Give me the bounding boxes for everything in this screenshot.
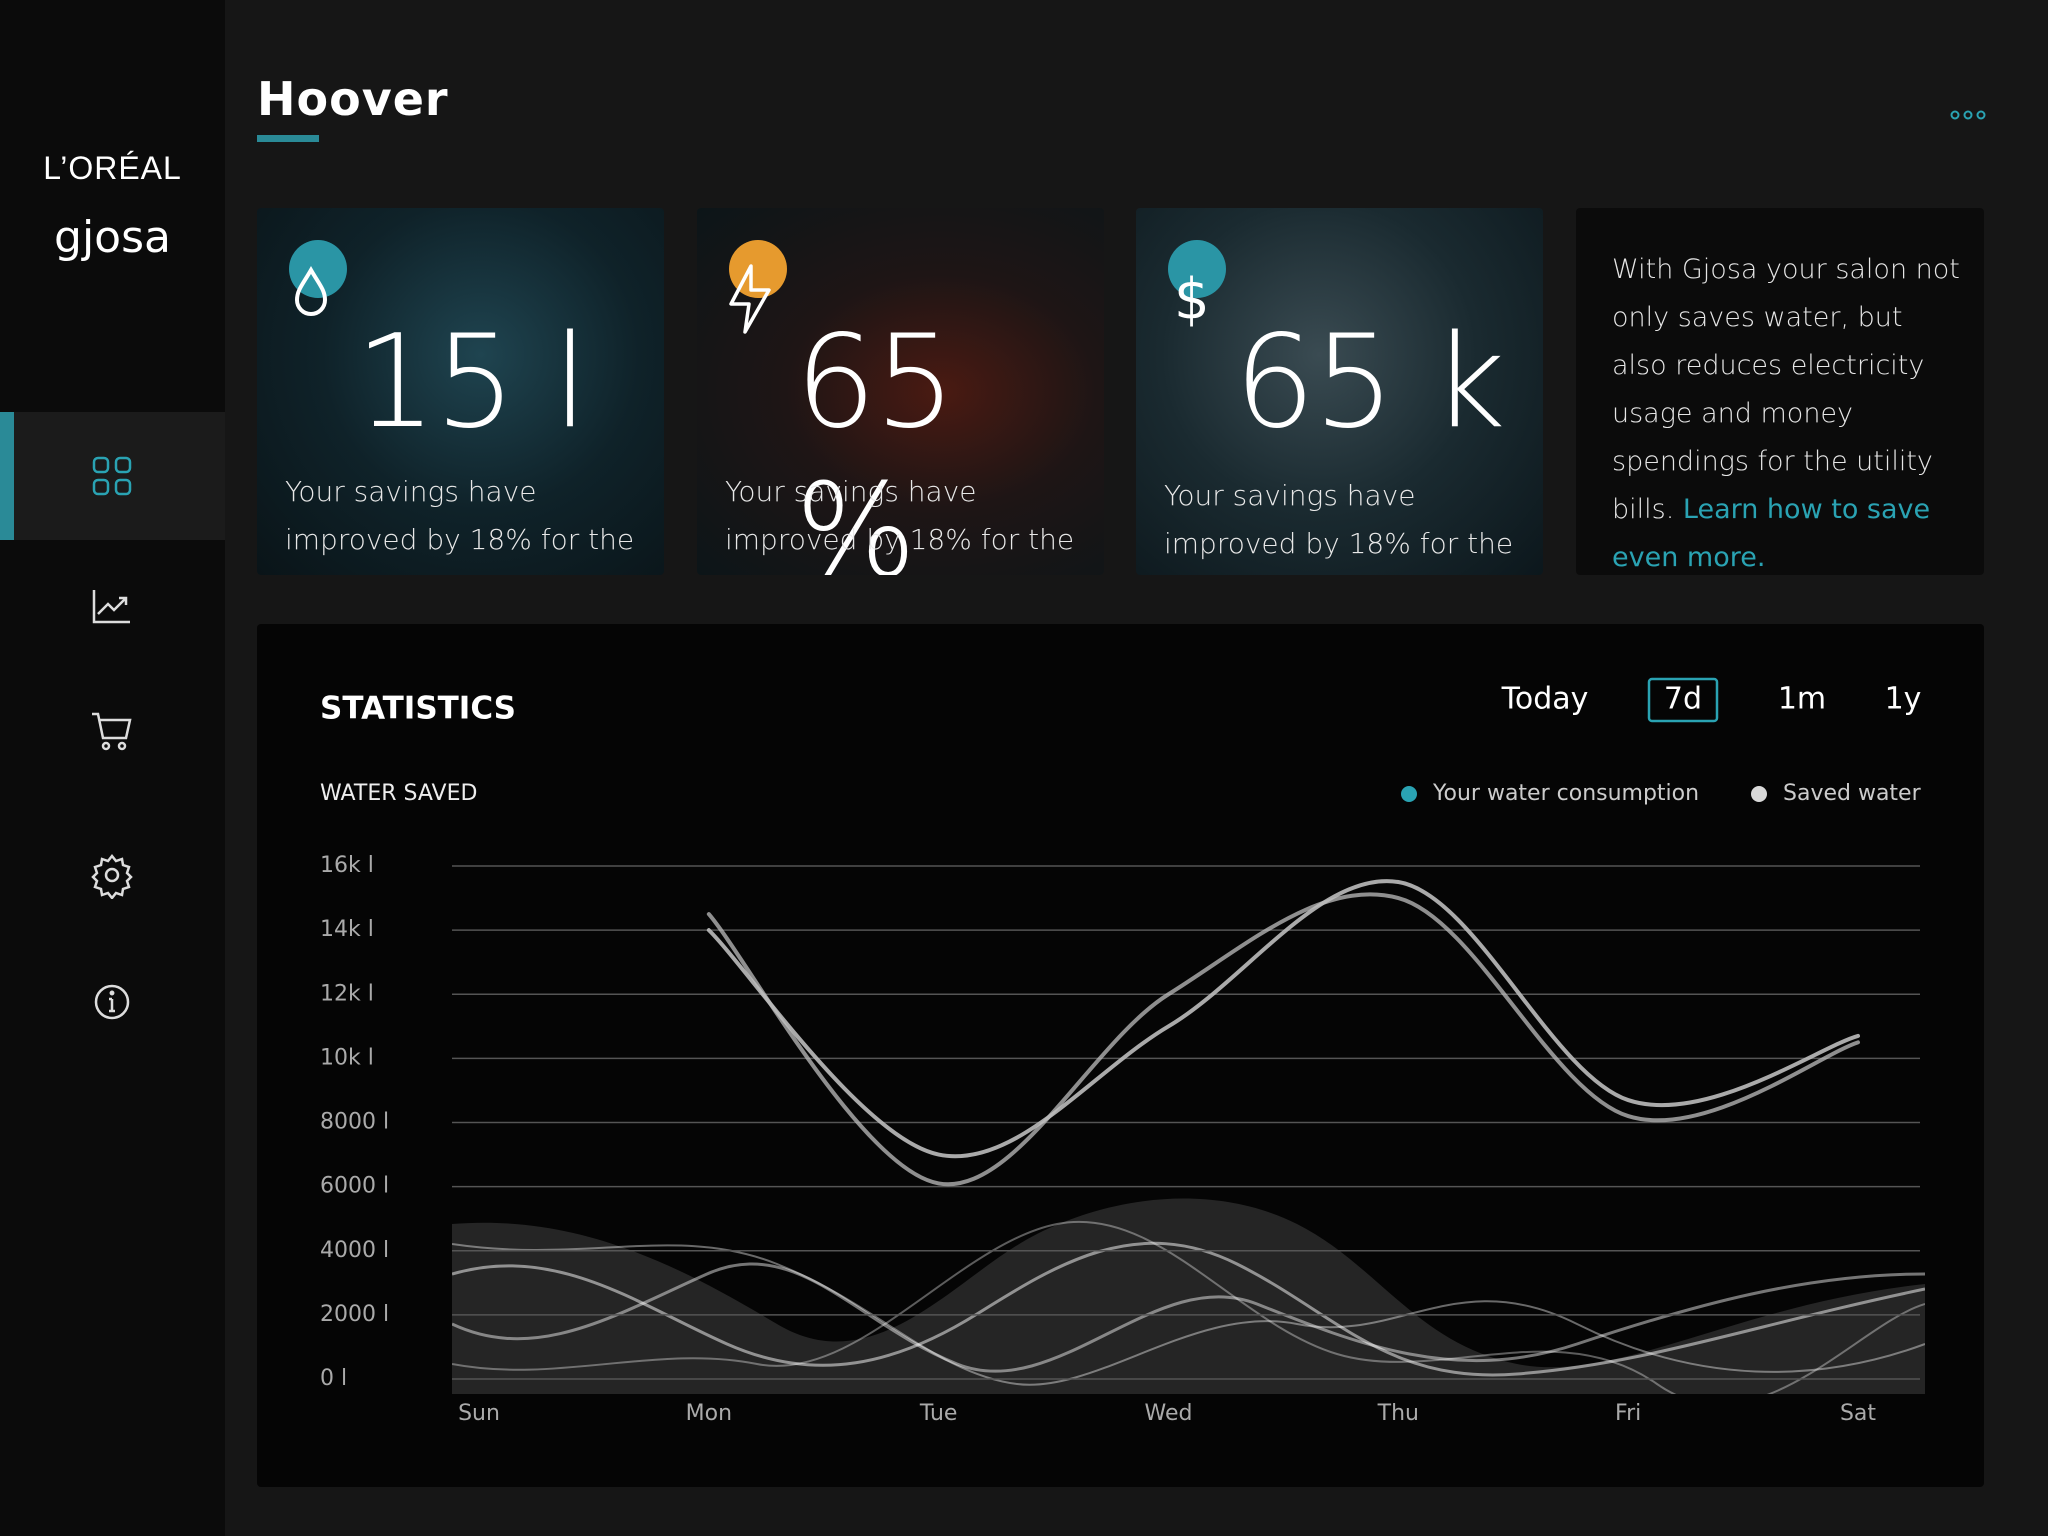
stat-card: $ 65 k Your savings have improved by 18%…: [1136, 208, 1543, 575]
page-title: Hoover: [257, 72, 449, 126]
brand-primary: L’ORÉAL: [43, 150, 182, 186]
card-text: Your savings have improved by 18% for th…: [1164, 479, 1514, 560]
legend-label: Saved water: [1783, 781, 1922, 806]
nav-active-bar: [0, 412, 14, 540]
chart-title: STATISTICS: [320, 691, 516, 727]
x-tick-label: Fri: [1615, 1401, 1641, 1426]
y-tick-label: 10k l: [320, 1045, 374, 1070]
legend-dot: [1401, 786, 1417, 802]
chart-subtitle: WATER SAVED: [320, 781, 477, 806]
x-tick-label: Sun: [458, 1401, 500, 1426]
nav-dashboard[interactable]: [88, 452, 136, 500]
nav-settings[interactable]: [88, 851, 136, 899]
info-text: With Gjosa your salon not only saves wat…: [1612, 254, 1960, 525]
legend-dot: [1751, 786, 1767, 802]
statistics-panel: STATISTICS WATER SAVED Today 7d 1m 1y Your wat…: [257, 624, 1984, 1487]
info-link[interactable]: Learn how to save even more.: [1612, 494, 1931, 573]
info-card: With Gjosa your salon not only saves wat…: [1576, 208, 1984, 575]
card-text: Your savings have improved by 18% for th…: [285, 475, 635, 575]
title-underline: [257, 135, 319, 142]
svg-text:$: $: [1174, 267, 1210, 332]
series-line: [706, 879, 1860, 1159]
series-line: [706, 892, 1860, 1187]
x-tick-label: Thu: [1377, 1401, 1419, 1426]
bolt-icon: [729, 264, 771, 334]
x-tick-label: Tue: [919, 1401, 958, 1426]
chart: STATISTICS WATER SAVED Today 7d 1m 1y Your wat…: [320, 677, 1925, 1426]
y-tick-label: 12k l: [320, 981, 374, 1006]
nav-shop[interactable]: [88, 706, 136, 754]
decorative-mesh: [452, 1198, 1925, 1394]
stat-card: 65 % Your savings have improved by 18% f…: [697, 208, 1104, 575]
range-selected: [1647, 677, 1719, 723]
legend-label: Your water consumption: [1432, 781, 1699, 806]
y-tick-label: 8000 l: [320, 1110, 389, 1135]
y-tick-label: 6000 l: [320, 1174, 389, 1199]
card-value: 65 k: [1234, 308, 1506, 457]
range-button[interactable]: 1m: [1778, 682, 1826, 717]
x-tick-label: Mon: [686, 1401, 732, 1426]
more-menu[interactable]: [1950, 108, 1986, 122]
y-tick-label: 2000 l: [320, 1302, 389, 1327]
y-tick-label: 0 l: [320, 1366, 347, 1391]
card-text: Your savings have improved by 18% for th…: [725, 475, 1075, 575]
y-tick-label: 4000 l: [320, 1238, 389, 1263]
info-paragraph: With Gjosa your salon not only saves wat…: [1612, 246, 1962, 582]
sidebar: L’ORÉAL gjosa: [0, 0, 225, 1536]
nav-analytics[interactable]: [88, 582, 136, 630]
nav-active-band: [0, 412, 225, 540]
x-tick-label: Sat: [1840, 1401, 1876, 1426]
brand-secondary: gjosa: [54, 212, 171, 263]
y-tick-label: 16k l: [320, 853, 374, 878]
range-button[interactable]: 7d: [1664, 682, 1702, 717]
card-value: 65 %: [795, 308, 956, 575]
nav-info[interactable]: [88, 978, 136, 1026]
dollar-icon: $: [1174, 267, 1210, 332]
icon-blob: [1168, 240, 1226, 298]
x-tick-label: Wed: [1145, 1401, 1193, 1426]
y-tick-label: 14k l: [320, 917, 374, 942]
drop-icon: [294, 265, 328, 316]
range-button[interactable]: 1y: [1885, 682, 1922, 717]
stat-card: 15 l Your savings have improved by 18% f…: [257, 208, 664, 575]
card-value: 15 l: [355, 308, 588, 457]
range-button[interactable]: Today: [1501, 682, 1589, 717]
